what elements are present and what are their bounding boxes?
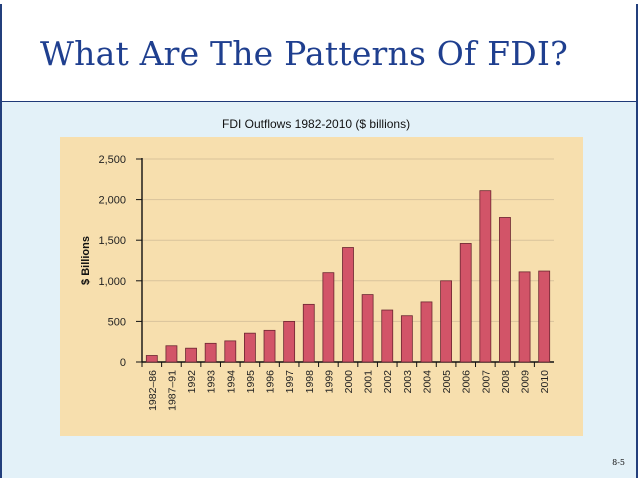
- chart-title: FDI Outflows 1982-2010 ($ billions): [222, 117, 411, 131]
- bar-1996: [263, 329, 276, 363]
- x-category-label-2010: 2010: [539, 370, 551, 394]
- bar-2008: [499, 217, 511, 363]
- bar-2010: [538, 270, 551, 363]
- x-category-label-1992: 1992: [186, 370, 198, 394]
- x-category-label-1998: 1998: [304, 370, 316, 394]
- chart-panel: [60, 137, 583, 436]
- x-category-label-1987–91: 1987–91: [166, 370, 178, 411]
- bar-2002: [381, 309, 394, 363]
- x-category-label-2006: 2006: [461, 370, 473, 394]
- y-tick-label-2500: 2,500: [98, 154, 126, 166]
- y-tick-label-1500: 1,500: [98, 235, 126, 247]
- x-category-label-1993: 1993: [206, 370, 218, 394]
- x-category-label-2000: 2000: [343, 370, 355, 394]
- x-category-label-2007: 2007: [480, 370, 492, 394]
- left-border: [0, 4, 2, 478]
- right-border: [636, 4, 638, 478]
- x-category-label-2009: 2009: [520, 370, 532, 394]
- x-category-label-1994: 1994: [225, 370, 237, 394]
- bar-2000: [342, 247, 354, 363]
- x-category-label-1999: 1999: [323, 370, 335, 394]
- title-band: What Are The Patterns Of FDI?: [0, 0, 638, 102]
- bar-1982–86: [145, 355, 158, 363]
- y-tick-label-500: 500: [108, 316, 126, 328]
- y-tick-label-0: 0: [120, 357, 126, 369]
- x-category-label-2002: 2002: [382, 370, 394, 394]
- bar-1987–91: [165, 345, 178, 363]
- fdi-outflows-bar-chart: 0 500 1,000 1,500 2,000 2,500 1982–86 1987–91 19…: [80, 154, 554, 411]
- bar-2006: [459, 243, 472, 363]
- x-category-label-2001: 2001: [363, 370, 375, 394]
- slide-title: What Are The Patterns Of FDI?: [40, 34, 569, 73]
- bar-2007: [479, 190, 492, 363]
- bar-1998: [302, 303, 315, 363]
- bar-1999: [322, 272, 335, 363]
- bar-2001: [361, 294, 374, 363]
- bar-2005: [440, 280, 452, 363]
- page-number: 8-5: [612, 458, 625, 467]
- y-axis-title: $ Billions: [80, 236, 92, 285]
- bar-1997: [283, 320, 296, 363]
- x-category-label-2005: 2005: [441, 370, 453, 394]
- bar-1994: [224, 340, 237, 363]
- bar-1995: [244, 332, 256, 363]
- bar-2004: [420, 301, 433, 363]
- x-category-label-1997: 1997: [284, 370, 296, 394]
- bar-1993: [204, 342, 217, 363]
- x-category-label-1996: 1996: [265, 370, 277, 394]
- x-category-label-1982–86: 1982–86: [147, 370, 159, 411]
- x-category-label-2003: 2003: [402, 370, 414, 394]
- y-tick-label-2000: 2,000: [98, 195, 126, 207]
- bar-2003: [400, 315, 413, 363]
- bar-2009: [518, 271, 531, 363]
- chart-bars: [145, 190, 551, 363]
- chart-labels: 0 500 1,000 1,500 2,000 2,500 1982–86 1987–91 19…: [80, 154, 551, 411]
- x-category-label-1995: 1995: [245, 370, 257, 394]
- x-category-label-2008: 2008: [500, 370, 512, 394]
- bar-1992: [185, 347, 197, 363]
- y-tick-label-1000: 1,000: [98, 276, 126, 288]
- x-category-label-2004: 2004: [421, 370, 433, 394]
